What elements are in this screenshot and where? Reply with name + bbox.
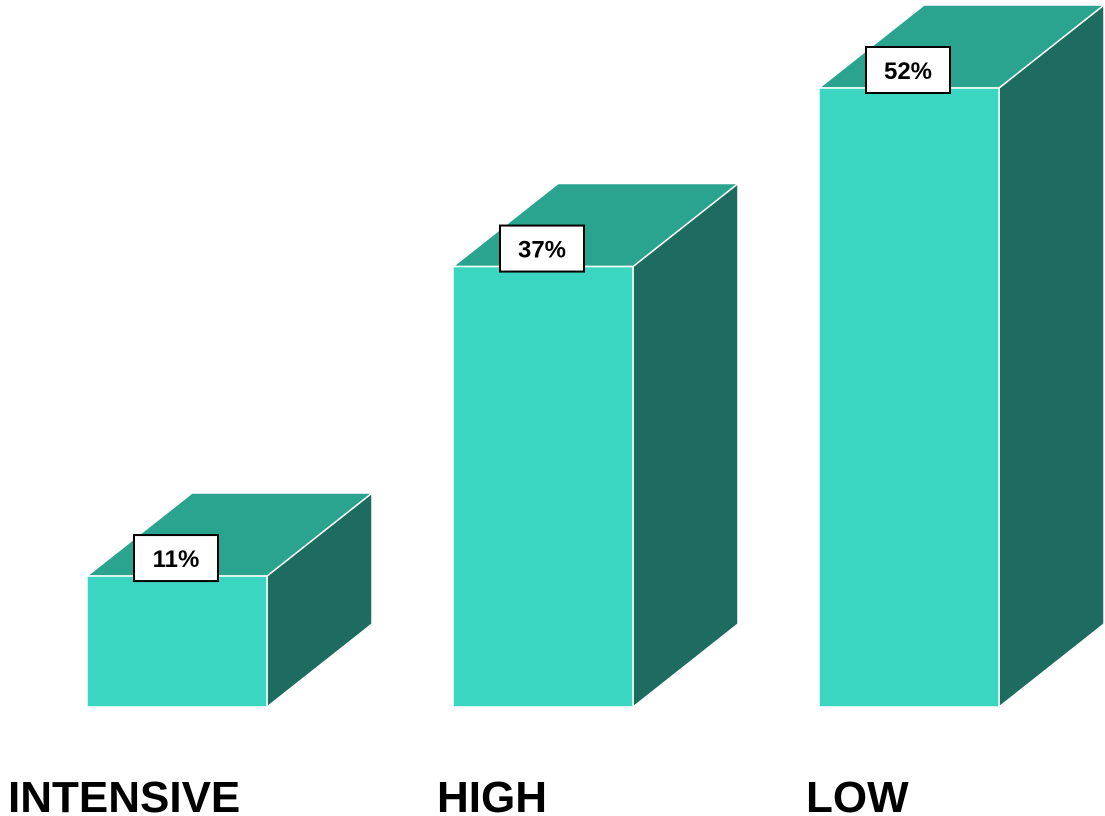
bar-high: 37% [450, 182, 741, 709]
bar-side-face [998, 3, 1105, 709]
bar-side-face [632, 182, 739, 709]
data-label-intensive: 11% [133, 534, 219, 583]
data-label-box [865, 46, 951, 94]
bars-group: 11% 37% 52% [84, 3, 1105, 709]
data-label-text: 52% [884, 58, 932, 85]
category-labels-group: INTENSIVE HIGH LOW [8, 773, 909, 816]
bar-intensive: 11% [84, 491, 375, 709]
bar-front-face [86, 575, 268, 708]
bar-low: 52% [816, 3, 1105, 709]
bar-front-face [452, 265, 634, 708]
data-label-box [133, 534, 219, 583]
data-label-text: 11% [153, 546, 200, 573]
category-label-low: LOW [806, 773, 909, 816]
data-label-box [499, 224, 585, 273]
data-label-low: 52% [865, 46, 951, 94]
data-label-high: 37% [499, 224, 585, 273]
category-label-intensive: INTENSIVE [8, 773, 240, 816]
data-label-text: 37% [518, 237, 566, 264]
category-label-high: HIGH [437, 773, 547, 816]
bar-front-face [818, 87, 1000, 708]
